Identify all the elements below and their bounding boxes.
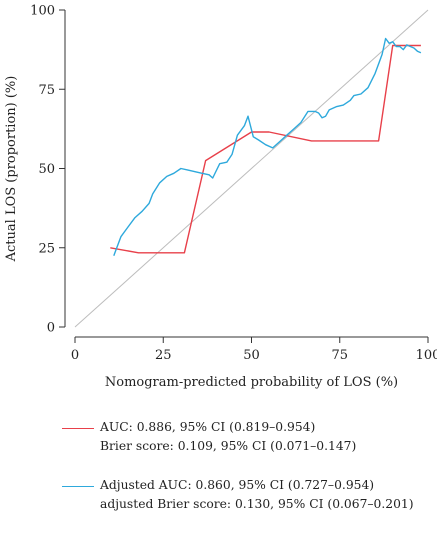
legend: AUC: 0.886, 95% CI (0.819–0.954) Brier s… <box>62 418 432 534</box>
y-tick-label: 50 <box>38 162 55 177</box>
ticks: 0 25 50 75 100 0 25 50 75 100 <box>30 4 437 364</box>
legend-item-auc: AUC: 0.886, 95% CI (0.819–0.954) Brier s… <box>62 418 432 460</box>
legend-text-auc: AUC: 0.886, 95% CI (0.819–0.954) Brier s… <box>100 418 356 456</box>
ideal-reference-line <box>74 9 429 328</box>
x-tick-label: 75 <box>331 348 348 363</box>
y-tick-label: 75 <box>38 83 55 98</box>
x-tick-label: 50 <box>243 348 260 363</box>
adjusted-auc-calibration-line <box>113 37 422 256</box>
legend-swatch-auc <box>62 428 94 429</box>
legend-adjusted-auc-line: Adjusted AUC: 0.860, 95% CI (0.727–0.954… <box>100 478 375 492</box>
legend-item-adjusted-auc: Adjusted AUC: 0.860, 95% CI (0.727–0.954… <box>62 476 432 518</box>
y-tick-label: 100 <box>30 4 55 19</box>
legend-auc-line-1: AUC: 0.886, 95% CI (0.819–0.954) <box>100 420 316 434</box>
y-axis-title: Actual LOS (proportion) (%) <box>4 76 19 263</box>
x-axis-title: Nomogram-predicted probability of LOS (%… <box>105 375 398 390</box>
x-tick-label: 25 <box>155 348 172 363</box>
series-layer <box>110 37 422 256</box>
x-tick-label: 0 <box>71 348 79 363</box>
auc-calibration-line <box>110 44 421 254</box>
calibration-chart: 0 25 50 75 100 0 25 50 75 100 Nomogram-predicted … <box>4 4 437 391</box>
legend-brier-line: Brier score: 0.109, 95% CI (0.071–0.147) <box>100 439 357 453</box>
legend-adjusted-brier-line: adjusted Brier score: 0.130, 95% CI (0.0… <box>100 497 414 511</box>
y-tick-label: 0 <box>47 321 55 336</box>
legend-swatch-adjusted-auc <box>62 486 94 487</box>
legend-text-adjusted-auc: Adjusted AUC: 0.860, 95% CI (0.727–0.954… <box>100 476 414 514</box>
y-tick-label: 25 <box>38 241 55 256</box>
x-tick-label: 100 <box>416 348 437 363</box>
